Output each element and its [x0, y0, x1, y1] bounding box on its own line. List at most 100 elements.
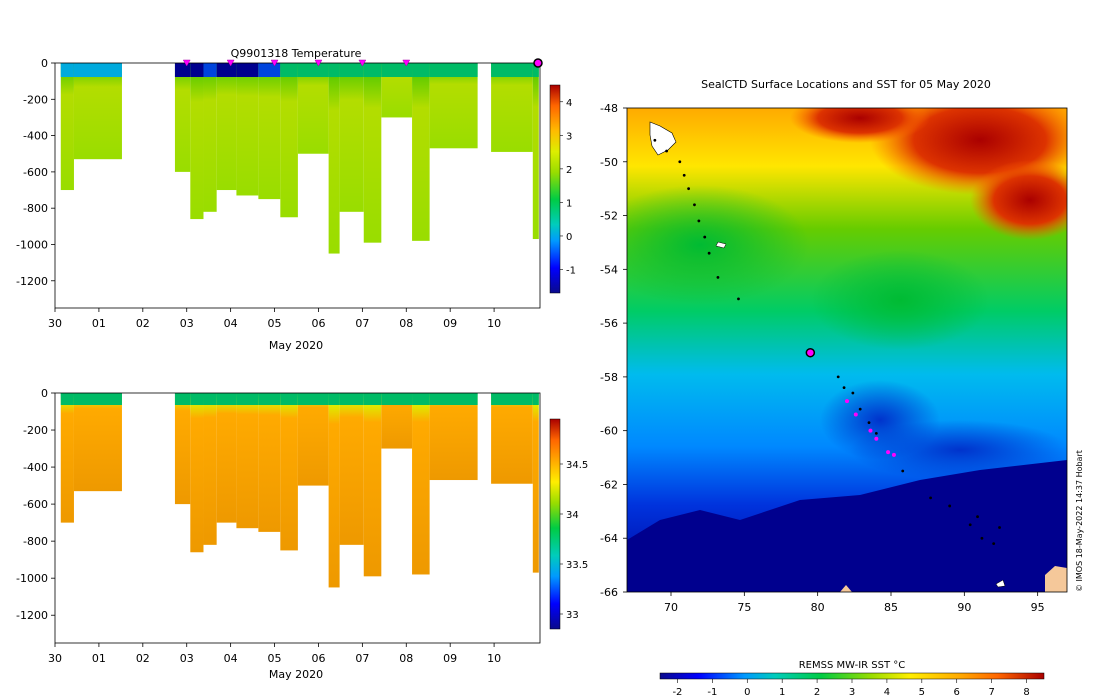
station-marker [314, 59, 323, 67]
profile-surface-band [491, 63, 533, 77]
x-tick-label: 07 [355, 652, 369, 665]
lat-tick-label: -54 [600, 263, 618, 276]
lat-tick-label: -48 [600, 102, 618, 115]
profile-column [73, 393, 122, 492]
x-tick-label: 01 [92, 317, 106, 330]
colorbar-tick-label: 33.5 [566, 560, 588, 571]
profile-surface-band [429, 393, 478, 405]
station-marker [358, 59, 367, 67]
track-point [968, 523, 972, 527]
profile-surface-band [532, 63, 539, 77]
profile-surface-band [491, 393, 533, 405]
profile-column [73, 63, 122, 160]
profile-surface-band [236, 63, 259, 77]
profile-column [532, 63, 539, 240]
track-point [998, 526, 1001, 529]
station-marker [402, 59, 411, 67]
track-point [693, 203, 696, 207]
x-tick-label: 09 [443, 652, 457, 665]
profile-column [429, 393, 478, 481]
profile-column [216, 393, 237, 523]
salinity-colorbar [549, 418, 561, 630]
profile-surface-band [339, 63, 364, 77]
sst-colorbar-tick-label: 7 [988, 687, 994, 698]
y-tick-label: -600 [23, 166, 48, 179]
x-tick-label: 06 [311, 317, 325, 330]
profile-surface-band [174, 63, 191, 77]
lat-tick-label: -66 [600, 586, 618, 599]
profile-surface-band [203, 63, 217, 77]
x-tick-label: 10 [487, 652, 501, 665]
profile-column [429, 63, 478, 149]
recent-location-point [845, 399, 849, 404]
track-point [737, 297, 740, 301]
station-marker [270, 59, 279, 67]
x-tick-label: 09 [443, 317, 457, 330]
y-tick-label: -200 [23, 93, 48, 106]
profile-column [328, 393, 340, 588]
sst-colorbar-tick-label: 5 [919, 687, 925, 698]
track-point [948, 504, 952, 508]
profile-column [216, 63, 237, 191]
recent-location-point [874, 436, 879, 441]
x-tick-label: 04 [224, 317, 238, 330]
salinity-axes-frame [54, 392, 541, 644]
profile-column [60, 393, 74, 523]
x-tick-label: 06 [311, 652, 325, 665]
salinity-y-axis: 0 -200 -400 -600 -800 -1000 -1200 [16, 387, 55, 622]
salinity-x-axis: 30 01 02 03 04 05 06 07 08 09 10 [48, 643, 501, 665]
profile-column [280, 63, 298, 218]
lat-tick-label: -56 [600, 317, 618, 330]
profile-surface-band [429, 63, 478, 77]
profile-column [190, 393, 204, 553]
x-tick-label: 08 [399, 317, 413, 330]
lat-tick-label: -60 [600, 425, 618, 438]
salinity-profiles [60, 393, 539, 588]
sst-colorbar-tick-label: 4 [884, 687, 890, 698]
profile-column [363, 393, 382, 577]
profile-column [491, 63, 533, 152]
profile-surface-band [532, 393, 539, 405]
track-point [929, 496, 932, 500]
colorbar-tick-label: 4 [566, 98, 572, 109]
salinity-x-label: May 2020 [269, 668, 323, 681]
profile-surface-band [203, 393, 217, 405]
y-tick-label: -400 [23, 461, 48, 474]
sst-colorbar-ticks: -2 -1 0 1 2 3 4 5 6 7 8 [672, 679, 1030, 698]
track-point [665, 149, 668, 153]
track-point [836, 375, 840, 379]
colorbar-tick-label: -1 [566, 266, 576, 277]
colorbar-tick-label: 34.5 [566, 460, 588, 471]
temperature-x-label: May 2020 [269, 339, 323, 352]
profile-surface-band [297, 393, 329, 405]
map-current-location [805, 347, 816, 358]
profile-surface-band [190, 393, 204, 405]
y-tick-label: -1000 [16, 572, 48, 585]
recent-location-point [886, 450, 891, 455]
sst-map-panel: SealCTD Surface Locations and SST for 05… [600, 78, 1084, 698]
x-tick-label: 03 [180, 317, 194, 330]
profile-surface-band [236, 393, 259, 405]
temperature-y-axis: 0 -200 -400 -600 -800 -1000 -1200 [16, 57, 55, 288]
temperature-profiles [60, 63, 539, 254]
sst-colorbar-tick-label: 2 [814, 687, 820, 698]
sst-colorbar-title: REMSS MW-IR SST °C [799, 660, 906, 671]
track-point [992, 542, 996, 545]
profile-surface-band [381, 63, 413, 77]
station-marker [182, 59, 191, 67]
track-point [703, 235, 707, 239]
profile-surface-band [339, 393, 364, 405]
x-tick-label: 07 [355, 317, 369, 330]
colorbar-tick-label: 2 [566, 165, 572, 176]
profile-surface-band [297, 63, 329, 77]
x-tick-label: 04 [224, 652, 238, 665]
map-axes-frame [626, 107, 1068, 593]
profile-surface-band [328, 63, 340, 77]
profile-surface-band [363, 393, 382, 405]
profile-surface-band [280, 393, 298, 405]
current-location-point [805, 347, 816, 358]
map-longitude-axis: 70 75 80 85 90 95 [664, 592, 1045, 614]
profile-column [532, 393, 539, 573]
profile-surface-band [190, 63, 204, 77]
